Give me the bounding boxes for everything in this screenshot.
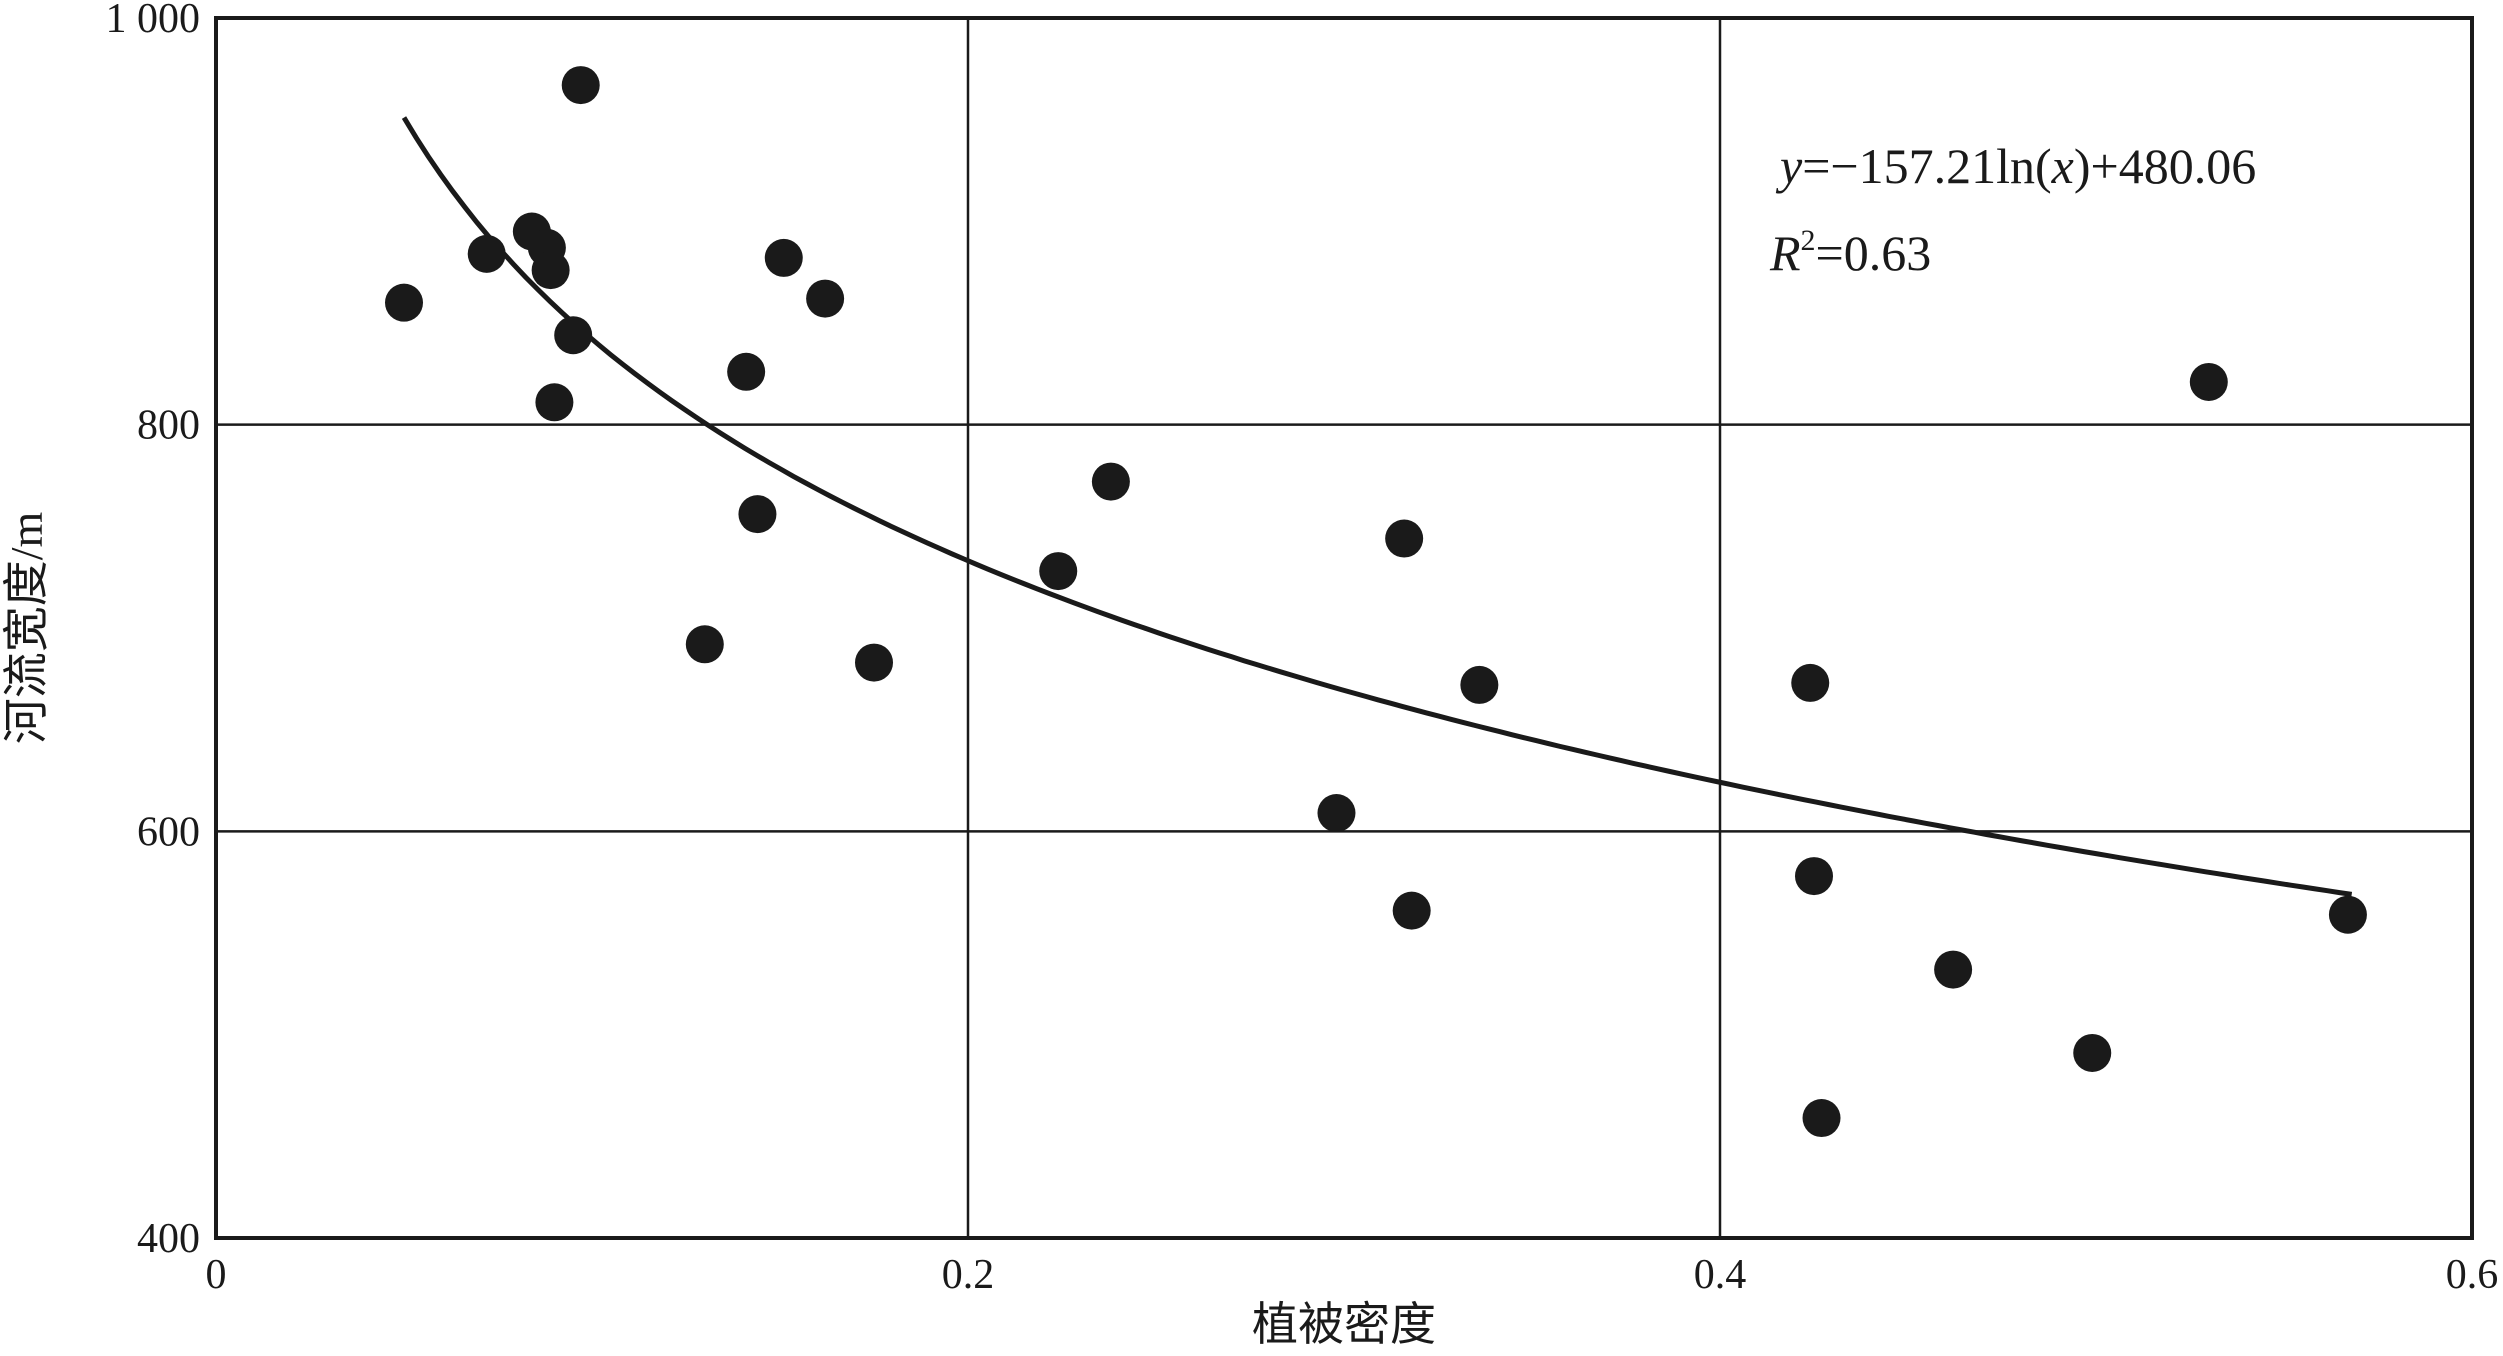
y-tick-label-1: 600 — [137, 809, 200, 855]
data-point-21 — [1795, 857, 1833, 896]
data-point-0 — [385, 283, 423, 322]
y-tick-label-2: 800 — [137, 403, 200, 449]
regression-equation: y=−157.21ln(x)+480.06 — [1775, 138, 2256, 194]
equation-end: )+480.06 — [2074, 138, 2256, 194]
data-point-16 — [1317, 794, 1356, 833]
r2-superscript: 2 — [1801, 224, 1816, 257]
data-point-22 — [1802, 1099, 1841, 1138]
data-point-9 — [727, 352, 766, 391]
y-tick-label-0: 400 — [137, 1216, 200, 1262]
data-point-23 — [1934, 950, 1973, 989]
data-point-8 — [685, 625, 724, 664]
trendline — [401, 116, 2353, 897]
tick-labels: 0 0.2 0.4 0.6 400 600 800 1 000 — [106, 0, 2499, 1298]
data-point-20 — [1791, 663, 1830, 702]
equation-y: y — [1775, 138, 1803, 194]
grid-lines — [216, 18, 2472, 1238]
x-tick-label-0: 0 — [206, 1252, 227, 1298]
data-point-4 — [531, 251, 570, 290]
data-point-26 — [2328, 895, 2367, 934]
data-point-12 — [806, 279, 845, 318]
r2-symbol: R — [1769, 225, 1801, 281]
data-point-11 — [764, 238, 803, 277]
equation-body: =−157.21ln( — [1802, 138, 2051, 194]
data-point-15 — [1091, 462, 1130, 501]
data-point-1 — [467, 234, 506, 273]
data-point-18 — [1392, 891, 1431, 930]
equation-x: x — [2051, 138, 2074, 194]
x-tick-label-3: 0.6 — [2446, 1252, 2499, 1298]
data-point-10 — [738, 495, 777, 534]
r2-value: =0.63 — [1816, 225, 1932, 281]
data-point-7 — [561, 66, 600, 105]
data-points — [385, 66, 2367, 1138]
r-squared: R2=0.63 — [1769, 224, 1931, 281]
data-point-17 — [1385, 519, 1424, 558]
data-point-13 — [855, 643, 893, 682]
data-point-25 — [2189, 362, 2228, 401]
y-tick-label-3: 1 000 — [106, 0, 201, 42]
data-point-19 — [1460, 665, 1499, 704]
data-point-24 — [2073, 1033, 2112, 1072]
data-point-6 — [554, 316, 593, 355]
plot-frame — [214, 16, 2474, 1240]
x-tick-label-1: 0.2 — [942, 1252, 995, 1298]
data-point-5 — [535, 383, 574, 422]
data-point-14 — [1039, 552, 1078, 591]
x-axis-label: 植被密度 — [1252, 1299, 1436, 1350]
x-tick-label-2: 0.4 — [1694, 1252, 1747, 1298]
y-axis-label: 河流宽度/m — [1, 512, 52, 745]
